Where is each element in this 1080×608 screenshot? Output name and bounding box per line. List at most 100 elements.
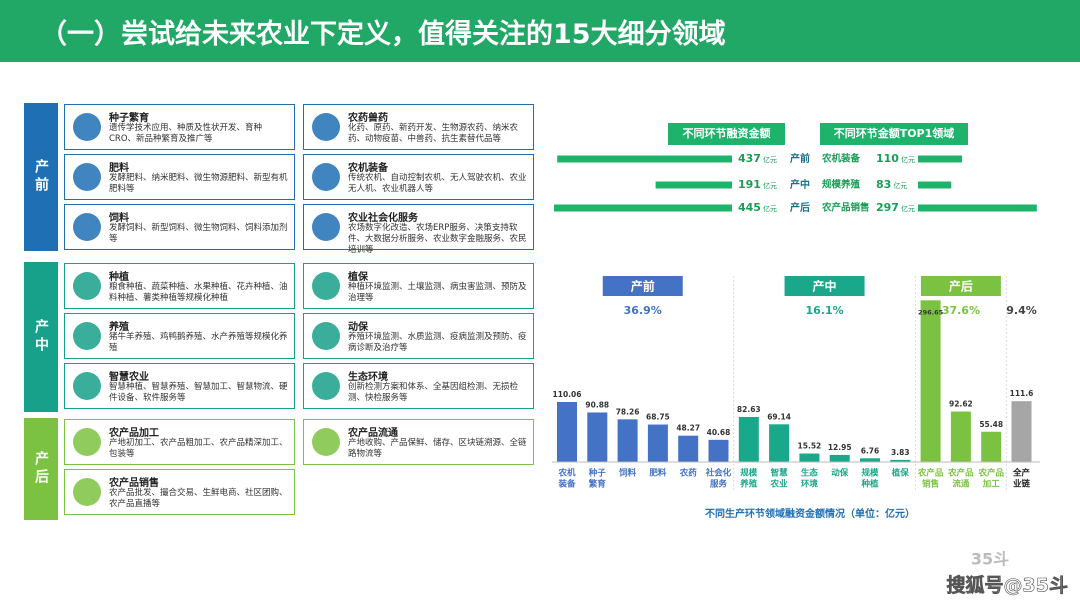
segment-title: 饲料 [109,213,129,224]
icon [73,213,101,241]
group-pill [784,276,865,296]
x-tick-label: 业链 [1013,479,1031,490]
segment-desc: 产地收购、产品保鲜、储存、区块链溯源、全链路物流等 [348,438,527,459]
segment-desc: 传统农机、自动控制农机、无人驾驶农机、农业无人机、农业机器人等 [348,173,527,194]
top-name: 规模养殖 [822,179,861,191]
x-tick-label: 生态 [801,468,819,479]
segment-desc: 粮食种植、蔬菜种植、水果种植、花卉种植、油料种植、薯类种植等规模化种植 [109,282,288,303]
value-label: 296.65 [918,308,944,316]
x-tick-label: 农产品 [947,468,974,479]
segment-desc: 农产品批发、撮合交易、生鲜电商、社区团购、农产品直播等 [109,488,288,509]
bar [769,424,790,462]
top-name: 农产品销售 [821,202,870,214]
icon [312,272,340,300]
watermark-logo: 35斗 [971,550,1009,569]
unit: 亿元 [763,181,777,190]
segment-card: 肥料 发酵肥料、纳米肥料、微生物源肥料、新型有机肥料等 [64,154,295,200]
segment-title: 农产品流通 [348,428,398,439]
group-pill [602,276,683,296]
group-share: 16.1% [805,304,843,317]
series-title: 不同环节融资金额 [683,126,771,140]
series-title: 不同环节金额TOP1领域 [834,126,955,140]
icon [73,372,101,400]
value-label: 15.52 [798,442,822,451]
value-label: 68.75 [646,413,670,422]
unit: 亿元 [893,181,907,190]
x-tick-label: 农产品 [977,468,1004,479]
x-tick-label: 种子 [588,468,607,479]
header-pill [820,123,968,145]
value-label: 110.06 [553,390,582,399]
x-tick-label: 加工 [982,479,1001,490]
x-tick-label: 农业 [770,479,789,490]
bar [829,454,850,462]
segment-card: 养殖 猪牛羊养殖、鸡鸭鹅养殖、水产养殖等规模化养殖 [64,313,295,359]
segment-desc: 农场数字化改造、农场ERP服务、决策支持软件、大数据分析服务、农业数字金融服务、… [348,223,527,255]
segment-title: 农机装备 [348,163,388,174]
segment-card: 智慧农业 智慧种植、智慧养殖、智慧加工、智慧物流、硬件设备、软件服务等 [64,363,295,409]
unit: 亿元 [763,204,777,213]
stage-label: 产前 [790,152,810,165]
value-label: 48.27 [676,424,700,433]
value-label: 40.68 [707,428,731,437]
group-pill [920,276,1001,296]
segment-title: 农业社会化服务 [348,213,418,224]
stage-label: 产前 [24,103,58,251]
value-label: 55.48 [979,420,1003,429]
bar [920,300,941,462]
chart-title: 不同生产环节领域融资金额情况（单位：亿元） [705,507,915,520]
x-tick-label: 规模 [740,468,758,479]
x-tick-label: 植保 [891,468,910,479]
x-tick-label: 种植 [860,479,879,490]
bar [918,204,1037,212]
header-band: （一）尝试给未来农业下定义，值得关注的15大细分领域 [0,0,1080,62]
segment-title: 养殖 [109,322,129,333]
segment-desc: 发酵肥料、纳米肥料、微生物源肥料、新型有机肥料等 [109,173,288,194]
stage-label: 产中 [790,178,810,191]
bar [1011,401,1032,462]
bar [950,411,971,462]
bar [799,453,820,462]
x-tick-label: 农产品 [917,468,944,479]
bar [617,419,638,462]
value-label: 82.63 [737,405,761,414]
bar [655,181,732,189]
group-share: 36.9% [624,304,662,317]
segment-desc: 智慧种植、智慧养殖、智慧加工、智慧物流、硬件设备、软件服务等 [109,382,288,403]
segment-card: 植保 种植环境监测、土壤监测、病虫害监测、预防及治理等 [303,263,534,309]
value-label: 111.6 [1010,389,1034,398]
segment-card: 农产品销售 农产品批发、撮合交易、生鲜电商、社区团购、农产品直播等 [64,469,295,515]
segment-title: 种植 [109,272,129,283]
top-name: 农机装备 [821,153,861,165]
icon [73,478,101,506]
stage-label: 产中 [24,262,58,412]
x-tick-label: 装备 [557,479,576,490]
bar [981,431,1002,462]
segment-card: 动保 养殖环境监测、水质监测、疫病监测及预防、疫病诊断及治疗等 [303,313,534,359]
icon [73,322,101,350]
segment-card: 农业社会化服务 农场数字化改造、农场ERP服务、决策支持软件、大数据分析服务、农业… [303,204,534,255]
bar [678,435,699,462]
segment-title: 农产品销售 [109,478,159,489]
value-label: 92.62 [949,400,973,409]
segment-title: 动保 [348,322,368,333]
segment-desc: 养殖环境监测、水质监测、疫病监测及预防、疫病诊断及治疗等 [348,332,527,353]
x-tick-label: 肥料 [649,468,667,479]
segment-desc: 发酵饲料、新型饲料、微生物饲料、饲料添加剂等 [109,223,288,244]
bar [890,459,911,462]
icon [73,163,101,191]
value-label: 90.88 [585,400,609,409]
bar [918,155,962,163]
x-tick-label: 繁育 [588,479,607,490]
value-label: 3.83 [891,448,910,457]
x-tick-label: 农机 [557,468,576,479]
value-label: 6.76 [861,446,880,455]
value-label: 437 [738,152,761,165]
segment-card: 农产品加工 产地初加工、农产品粗加工、农产品精深加工、包装等 [64,419,295,465]
x-tick-label: 农药 [679,468,698,479]
x-tick-label: 动保 [831,468,849,479]
value-label: 12.95 [828,443,852,452]
value-label: 297 [876,201,899,214]
segment-desc: 遗传学技术应用、种质及性状开发、育种CRO、新品种繁育及推广等 [109,123,263,144]
value-label: 110 [876,152,899,165]
